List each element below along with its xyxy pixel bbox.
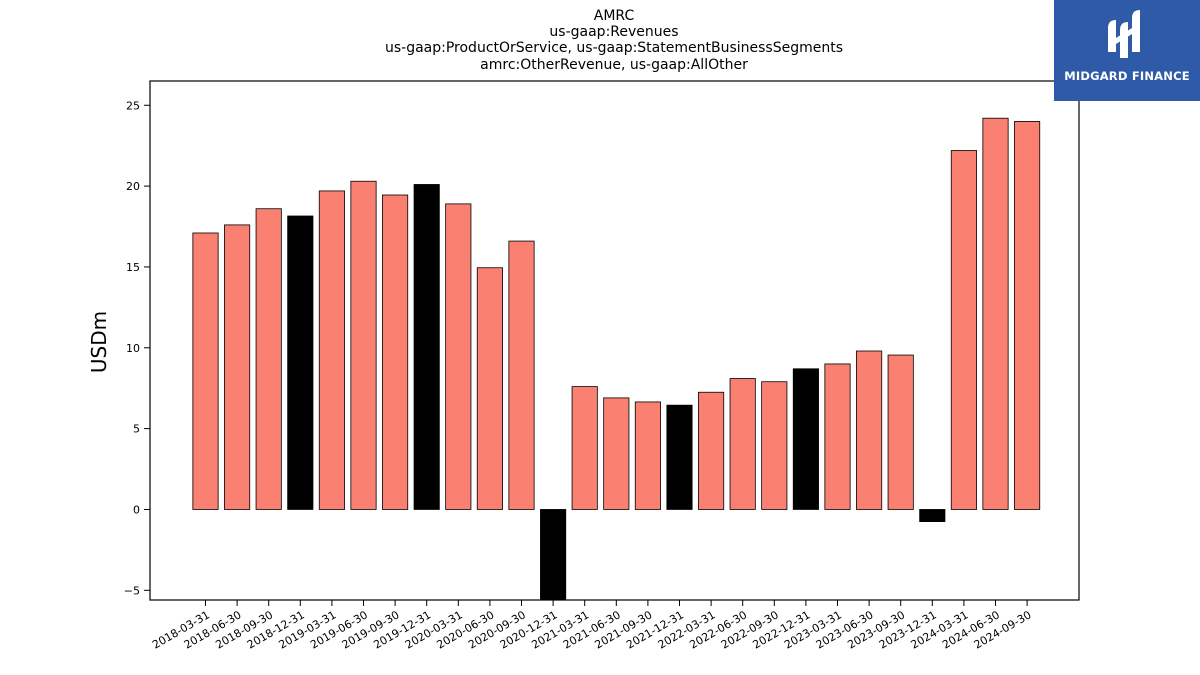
y-tick-label: 0: [133, 503, 140, 516]
plot-frame: [149, 80, 1080, 601]
title-line-3: us-gaap:ProductOrService, us-gaap:Statem…: [385, 40, 843, 56]
bar-2020-06-30: [476, 267, 503, 510]
y-axis: −5 0 5 10 15 20 25: [124, 99, 150, 597]
bar-2019-06-30: [350, 180, 377, 510]
bar-2020-12-31: [540, 509, 567, 601]
midgard-logo-mark-icon: [1108, 10, 1140, 58]
bar-2024-03-31: [950, 150, 977, 510]
bar-2020-03-31: [445, 203, 472, 510]
y-axis-label: USDm: [87, 311, 111, 373]
y-tick-label: 20: [126, 180, 140, 193]
y-tick-label: −5: [124, 584, 140, 597]
bar-2024-06-30: [982, 117, 1009, 510]
logo-text: MIDGARD FINANCE: [1064, 69, 1190, 83]
x-axis: 2018-03-312018-06-302018-09-302018-12-31…: [150, 600, 1034, 652]
y-tick-label: 5: [133, 423, 140, 436]
bar-2023-06-30: [856, 350, 883, 510]
y-tick-label: 15: [126, 261, 140, 274]
y-tick-label: 25: [126, 99, 140, 112]
bar-2022-06-30: [729, 378, 756, 510]
bar-2024-09-30: [1014, 121, 1041, 510]
bar-2023-09-30: [887, 354, 914, 510]
bar-2022-09-30: [761, 381, 788, 510]
y-tick-label: 10: [126, 342, 140, 355]
bar-2021-09-30: [634, 401, 661, 510]
bar-2020-09-30: [508, 240, 535, 510]
bar-2018-12-31: [287, 215, 314, 510]
bar-2023-12-31: [919, 509, 946, 522]
midgard-finance-logo: MIDGARD FINANCE: [1054, 0, 1200, 101]
title-line-2: us-gaap:Revenues: [549, 24, 678, 40]
bar-2019-09-30: [382, 194, 409, 510]
bar-2018-09-30: [255, 208, 282, 510]
bar-2019-12-31: [413, 184, 440, 510]
title-line-4: amrc:OtherRevenue, us-gaap:AllOther: [480, 57, 748, 73]
bar-2018-03-31: [192, 232, 219, 510]
bar-2019-03-31: [318, 190, 345, 510]
bar-2018-06-30: [224, 224, 251, 510]
bar-2023-03-31: [824, 363, 851, 510]
bar-2022-12-31: [792, 368, 819, 510]
bar-2021-06-30: [603, 397, 630, 510]
bar-2021-03-31: [571, 386, 598, 510]
title-line-1: AMRC: [594, 8, 635, 24]
bar-2022-03-31: [698, 391, 725, 510]
bar-series: [192, 117, 1041, 601]
bar-2021-12-31: [666, 404, 693, 510]
chart-title: AMRC us-gaap:Revenues us-gaap:ProductOrS…: [385, 8, 843, 73]
